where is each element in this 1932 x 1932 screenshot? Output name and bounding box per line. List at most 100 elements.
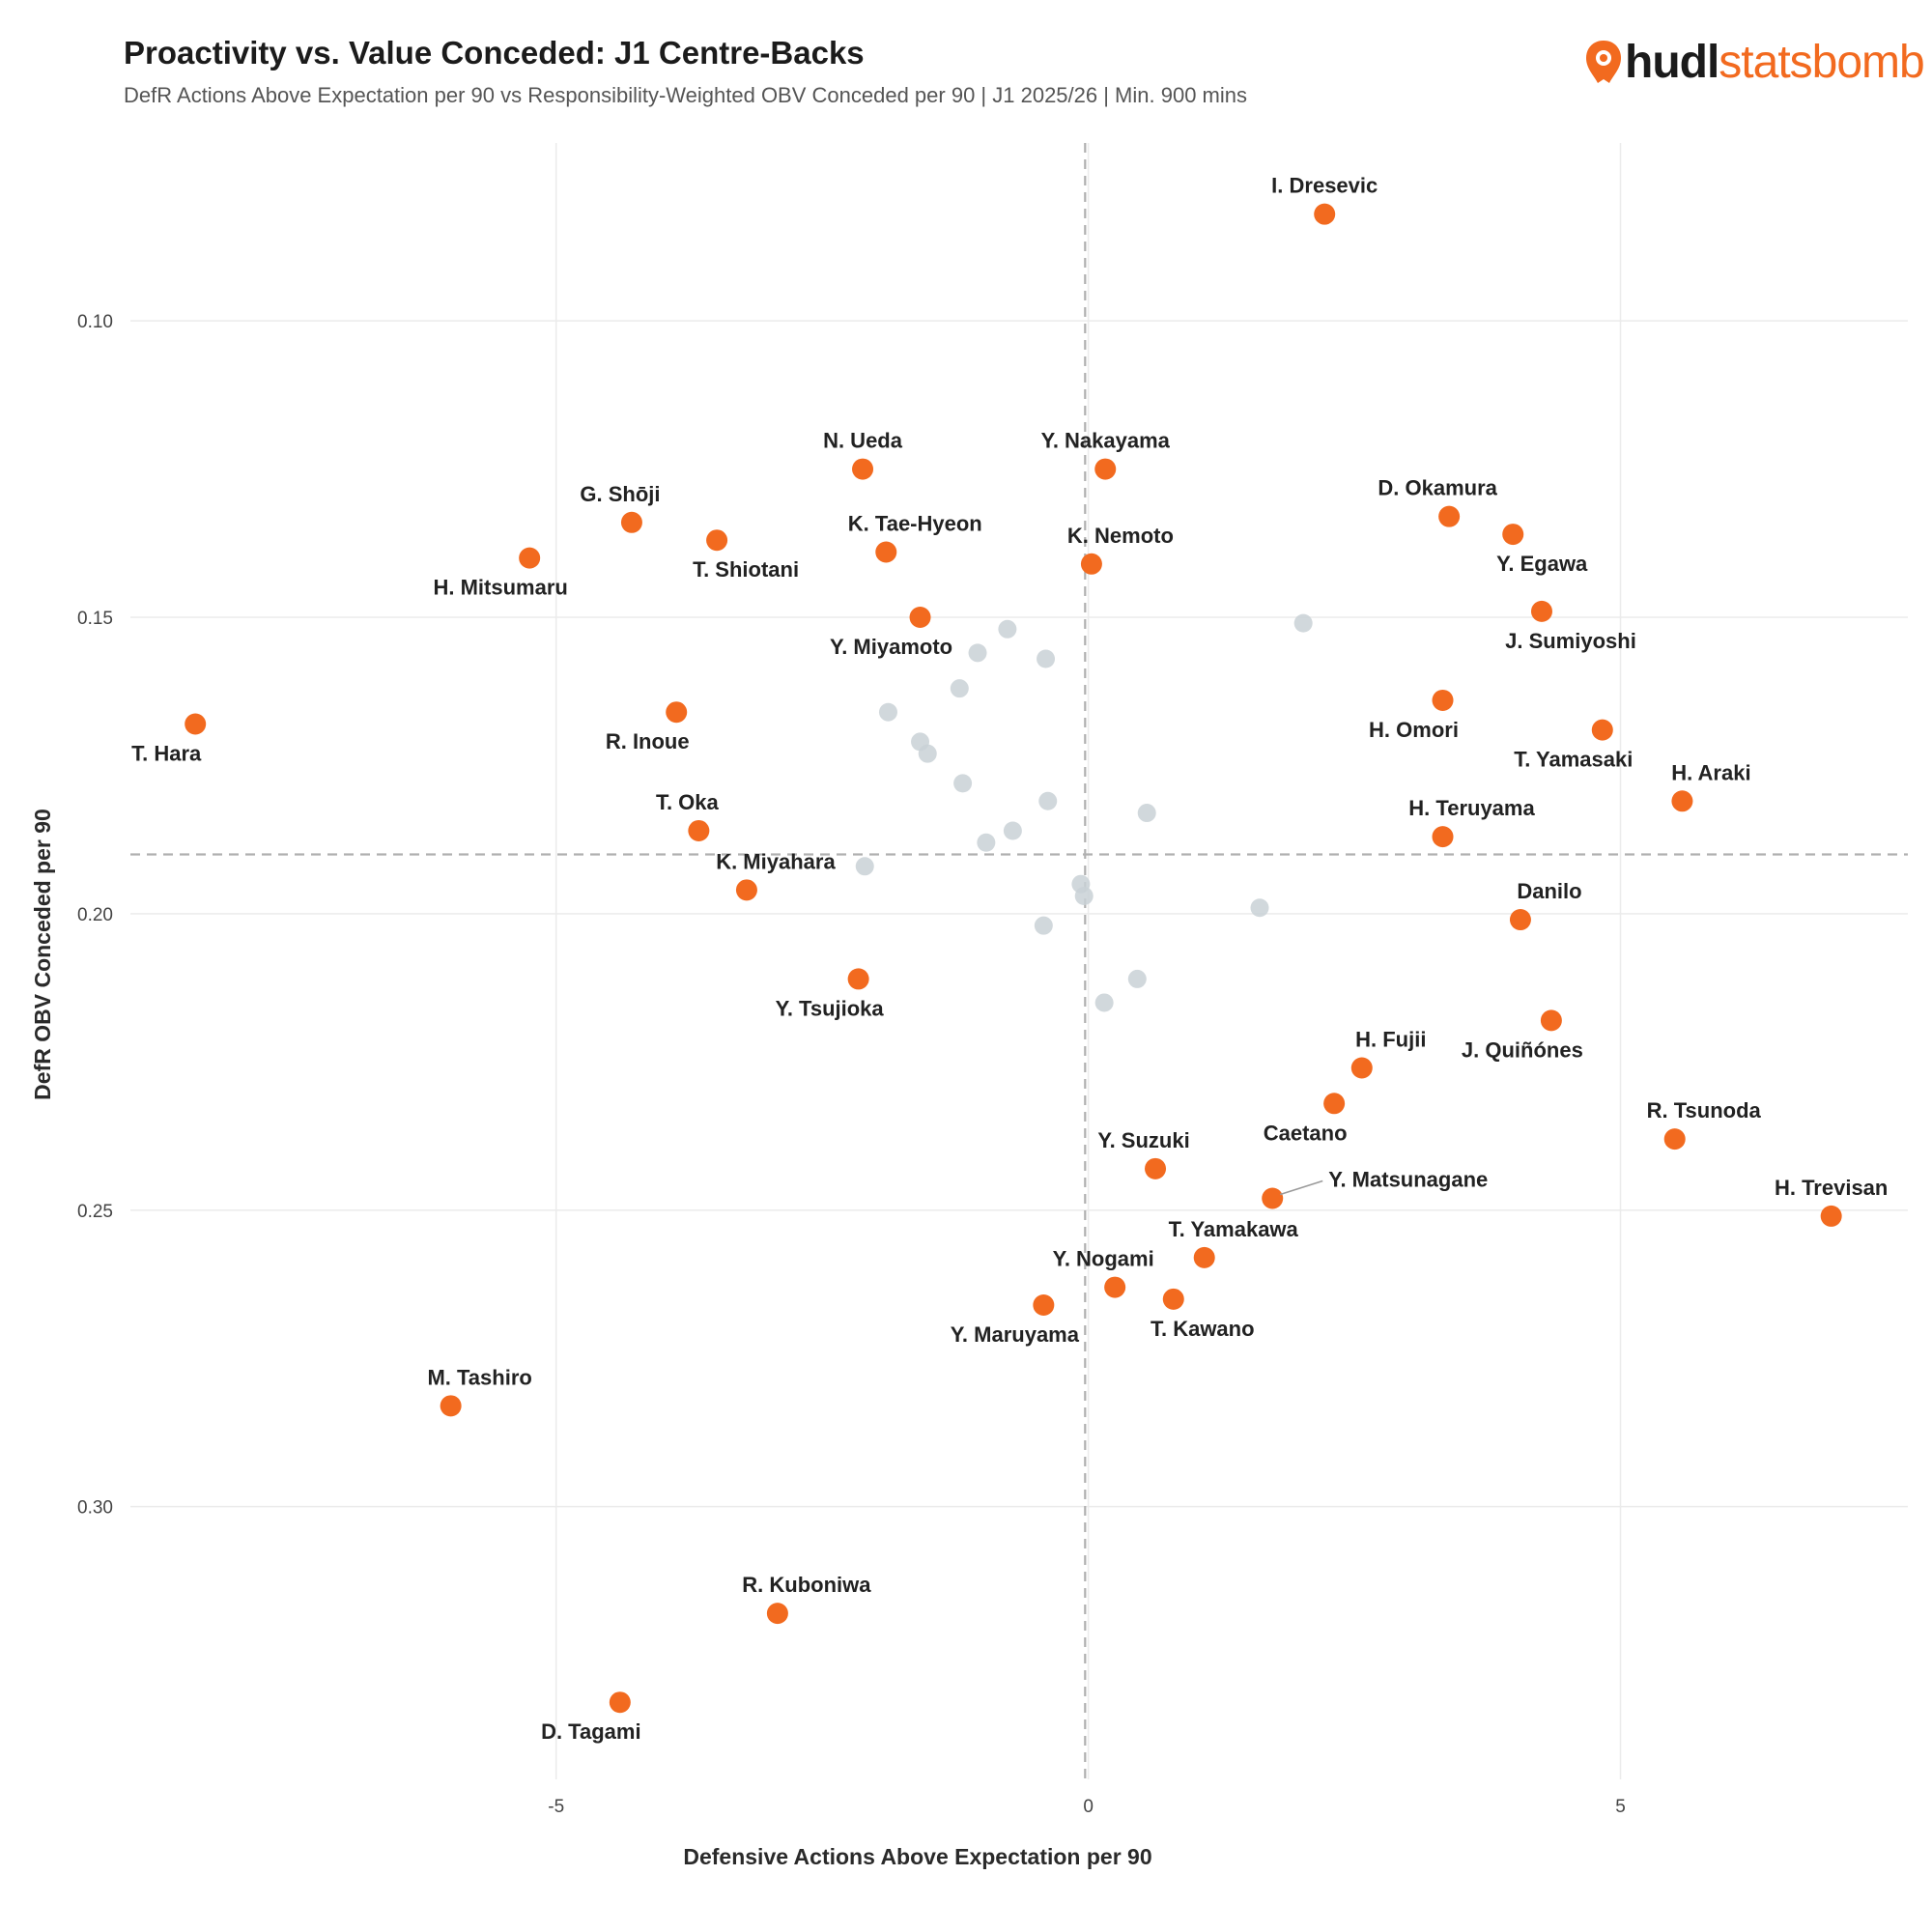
data-points [185, 203, 1842, 1714]
point-label: R. Tsunoda [1647, 1098, 1762, 1122]
point-label: D. Tagami [541, 1719, 641, 1744]
point-label: H. Trevisan [1775, 1176, 1888, 1200]
scatter-point-other [855, 857, 874, 876]
scatter-point-highlighted [706, 529, 728, 552]
scatter-point-highlighted [847, 968, 869, 990]
scatter-point-highlighted [909, 607, 931, 629]
point-label: H. Omori [1369, 718, 1459, 742]
scatter-point-highlighted [666, 701, 688, 724]
scatter-point-other [1127, 969, 1147, 988]
label-leader-line [1280, 1179, 1323, 1196]
scatter-point-other [1038, 791, 1058, 810]
point-label: J. Sumiyoshi [1505, 629, 1636, 653]
x-tick-label: -5 [548, 1797, 564, 1817]
scatter-point-highlighted [1663, 1128, 1686, 1151]
scatter-point-highlighted [735, 879, 757, 901]
point-label: Y. Egawa [1496, 552, 1588, 576]
scatter-point-other [968, 643, 987, 663]
point-label: J. Quiñónes [1462, 1037, 1583, 1062]
point-label: N. Ueda [823, 429, 903, 453]
scatter-point-highlighted [1591, 719, 1613, 741]
scatter-point-highlighted [1540, 1009, 1562, 1032]
scatter-point-other [878, 702, 897, 722]
scatter-point-other [998, 619, 1017, 639]
point-label: K. Miyahara [716, 849, 836, 873]
y-tick-label: 0.10 [77, 312, 113, 332]
point-label: T. Yamasaki [1514, 748, 1633, 772]
scatter-point-other [1094, 993, 1114, 1012]
point-label: Y. Nogami [1053, 1247, 1154, 1271]
y-axis-label: DefR OBV Conceded per 90 [30, 809, 55, 1100]
y-tick-label: 0.15 [77, 609, 113, 629]
point-label: T. Kawano [1151, 1317, 1255, 1341]
logo-text-statsbomb: statsbomb [1719, 36, 1924, 88]
scatter-point-highlighted [185, 713, 207, 735]
scatter-point-highlighted [1432, 826, 1454, 848]
point-label: Y. Matsunagane [1328, 1168, 1488, 1192]
scatter-point-other [953, 774, 973, 793]
scatter-point-highlighted [1820, 1205, 1842, 1227]
scatter-point-highlighted [1080, 553, 1102, 575]
scatter-point-highlighted [1671, 790, 1693, 812]
point-labels: I. Dresevic Y. Nakayama N. Ueda D. Okamura G… [131, 174, 1888, 1745]
scatter-point-highlighted [875, 541, 897, 563]
scatter-point-other [1034, 916, 1053, 935]
point-label: K. Tae-Hyeon [848, 512, 982, 536]
point-label: H. Araki [1671, 760, 1750, 784]
scatter-point-highlighted [620, 511, 642, 533]
logo-text-hudl: hudl [1625, 36, 1719, 88]
reference-lines [130, 143, 1908, 1779]
scatter-point-other [1003, 821, 1022, 840]
point-label: Y. Nakayama [1041, 429, 1171, 453]
axes: 0.10 0.15 0.20 0.25 0.30 -5 0 5 Defensive Action… [30, 312, 1626, 1869]
scatter-point-other [977, 833, 996, 852]
point-label: G. Shōji [580, 482, 660, 506]
point-label: T. Shiotani [693, 557, 799, 582]
hudl-statsbomb-logo: hudlstatsbomb [1582, 33, 1925, 91]
scatter-point-highlighted [852, 458, 874, 480]
scatter-point-highlighted [1162, 1288, 1184, 1310]
scatter-point-other [1137, 804, 1156, 823]
scatter-point-highlighted [1323, 1093, 1346, 1115]
x-axis-label: Defensive Actions Above Expectation per … [683, 1844, 1151, 1869]
scatter-point-other [1074, 886, 1094, 905]
chart-title: Proactivity vs. Value Conceded: J1 Centr… [124, 35, 865, 71]
scatter-point-highlighted [1033, 1293, 1055, 1316]
scatter-point-highlighted [1145, 1157, 1167, 1179]
point-label: Y. Tsujioka [776, 996, 885, 1020]
y-tick-label: 0.30 [77, 1498, 113, 1519]
scatter-point-highlighted [440, 1395, 462, 1417]
x-tick-label: 5 [1615, 1797, 1626, 1817]
point-label: R. Kuboniwa [742, 1573, 871, 1597]
point-label: Y. Miyamoto [830, 635, 952, 659]
scatter-point-other [1250, 898, 1269, 918]
point-label: Danilo [1517, 879, 1581, 903]
scatter-point-other [1293, 613, 1313, 633]
scatter-point-highlighted [1350, 1057, 1373, 1079]
scatter-point-highlighted [1530, 600, 1552, 622]
scatter-point-highlighted [1193, 1246, 1215, 1268]
scatter-point-highlighted [1314, 203, 1336, 225]
point-label: T. Oka [656, 790, 720, 814]
grid [130, 143, 1908, 1779]
scatter-point-highlighted [519, 547, 541, 569]
scatter-point-highlighted [1094, 458, 1117, 480]
point-label: Y. Suzuki [1097, 1128, 1189, 1152]
point-label: Caetano [1264, 1121, 1348, 1145]
scatter-point-other [918, 744, 937, 763]
point-label: Y. Maruyama [951, 1322, 1080, 1347]
point-label: M. Tashiro [427, 1365, 531, 1389]
y-tick-label: 0.20 [77, 905, 113, 925]
hudl-statsbomb-logo-icon [1586, 41, 1621, 83]
scatter-point-other [950, 679, 969, 698]
scatter-point-highlighted [1432, 689, 1454, 711]
scatter-point-highlighted [766, 1603, 788, 1625]
point-label: H. Mitsumaru [433, 576, 567, 600]
point-label: K. Nemoto [1067, 524, 1174, 548]
scatter-point-highlighted [1104, 1276, 1126, 1298]
scatter-point-highlighted [1509, 909, 1531, 931]
scatter-point-highlighted [688, 819, 710, 841]
point-label: H. Fujii [1355, 1027, 1426, 1051]
point-label: I. Dresevic [1271, 174, 1378, 198]
y-tick-label: 0.25 [77, 1202, 113, 1222]
